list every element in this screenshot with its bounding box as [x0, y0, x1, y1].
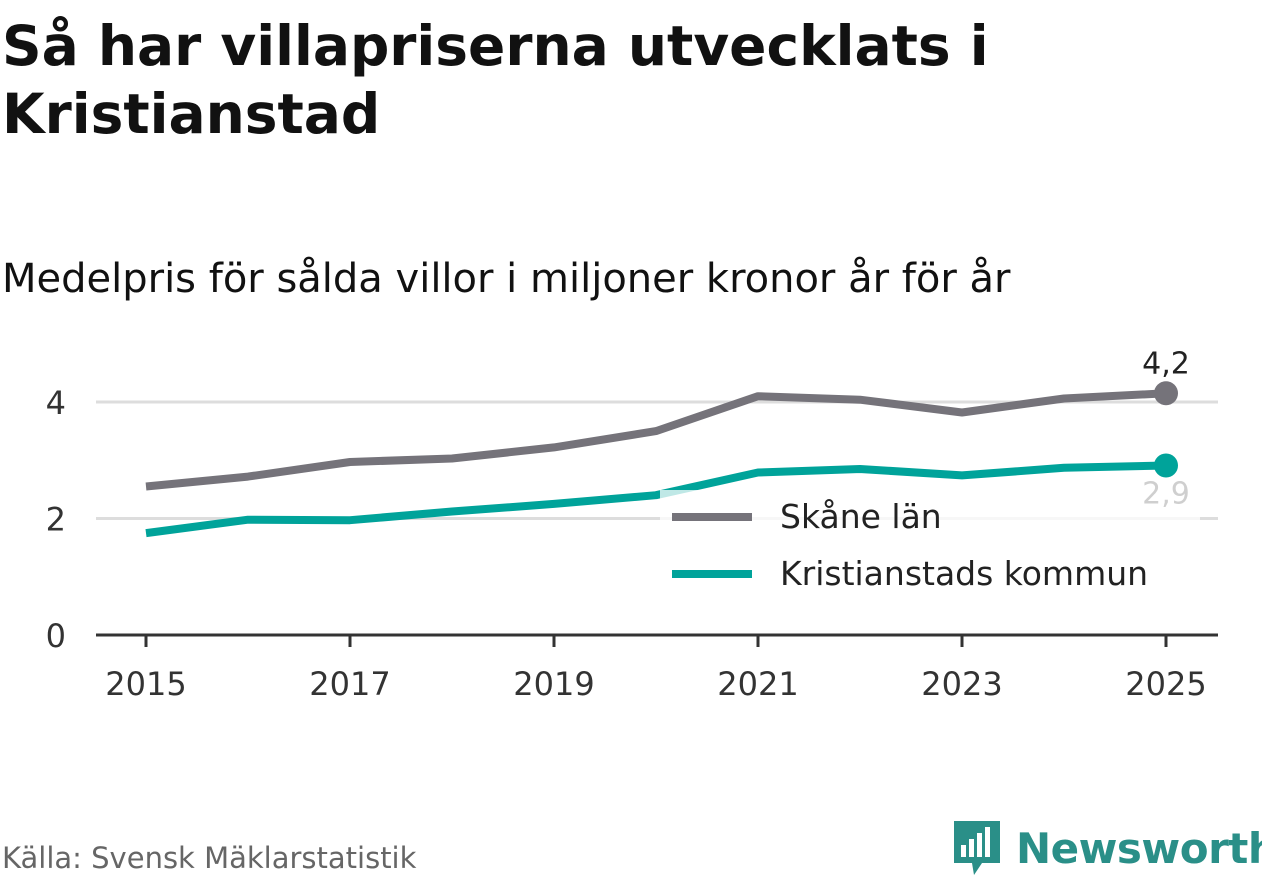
x-tick-label-2021: 2021	[717, 665, 798, 703]
source-note: Källa: Svensk Mäklarstatistik	[2, 841, 417, 875]
series-line-1	[145, 461, 1167, 538]
series-end-point-1	[1154, 453, 1178, 478]
x-tick-label-2017: 2017	[309, 665, 390, 703]
x-tick-label-2015: 2015	[105, 665, 186, 703]
y-tick-label-0: 0	[46, 617, 66, 655]
brand-name: Newsworthy	[1016, 823, 1262, 873]
series-line-0	[145, 389, 1167, 491]
brand-logo: Newsworthy	[952, 818, 1262, 878]
line-chart: 0 2 4 2015 2017 2019 2021 2023 2025 Skåne län Kr…	[46, 346, 1218, 703]
end-labels: 4,2 2,9	[1142, 346, 1190, 511]
chart-title: Så har villapriserna utvecklats i Kristi…	[2, 14, 989, 146]
newsworthy-logo-icon	[954, 821, 1000, 875]
legend-label-1: Kristianstads kommun	[780, 554, 1148, 593]
x-tick-label-2023: 2023	[921, 665, 1002, 703]
series-end-point-0	[1154, 381, 1178, 406]
series-group	[145, 381, 1178, 538]
x-axis: 2015 2017 2019 2021 2023 2025	[96, 633, 1218, 703]
y-tick-label-4: 4	[46, 384, 66, 422]
end-label-1: 2,9	[1142, 476, 1190, 511]
legend-background	[660, 490, 1200, 610]
y-tick-label-2: 2	[46, 501, 66, 539]
x-tick-label-2019: 2019	[513, 665, 594, 703]
y-axis: 0 2 4	[46, 384, 66, 655]
legend: Skåne län Kristianstads kommun	[660, 490, 1200, 610]
end-label-0: 4,2	[1142, 346, 1190, 381]
x-tick-label-2025: 2025	[1125, 665, 1206, 703]
chart-subtitle: Medelpris för sålda villor i miljoner kr…	[2, 256, 1011, 302]
legend-label-0: Skåne län	[780, 497, 942, 536]
